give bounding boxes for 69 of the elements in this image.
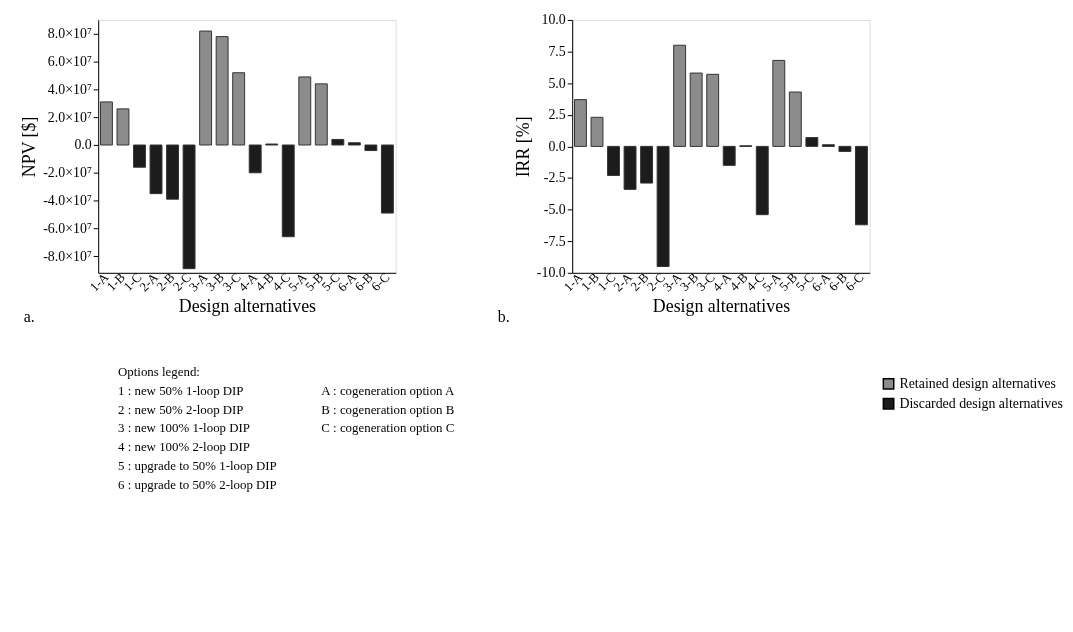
bar xyxy=(755,145,769,216)
y-tick-label: 6.0×10⁷ xyxy=(47,54,92,70)
text: 5 : upgrade to 50% 1-loop DIP xyxy=(118,459,277,474)
y-tick-label: -2.0×10⁷ xyxy=(43,165,92,181)
text: b. xyxy=(497,308,510,326)
bar xyxy=(298,76,312,146)
y-tick-label: -7.5 xyxy=(543,233,566,249)
y-tick-label: 8.0×10⁷ xyxy=(47,26,92,42)
bar xyxy=(380,144,394,214)
y-axis-title: NPV [$] xyxy=(19,116,40,178)
bar xyxy=(99,101,113,146)
x-axis-title: Design alternatives xyxy=(178,296,317,317)
bar xyxy=(805,137,819,147)
text: a. xyxy=(23,308,35,326)
bar xyxy=(314,83,328,146)
y-tick-label: -2.5 xyxy=(543,170,566,186)
y-tick-label: 2.0×10⁷ xyxy=(47,109,92,125)
bar xyxy=(133,144,146,168)
legend-label: Retained design alternatives xyxy=(899,375,1056,391)
bar xyxy=(281,144,295,238)
bar xyxy=(706,73,720,147)
bar xyxy=(590,116,604,147)
y-tick-label: 7.5 xyxy=(548,44,566,60)
bar xyxy=(248,144,262,174)
y-tick-label: -4.0×10⁷ xyxy=(43,193,92,209)
y-tick-label: 0.0 xyxy=(548,138,566,154)
y-tick-label: 5.0 xyxy=(548,75,566,91)
bar xyxy=(574,99,587,147)
bar xyxy=(166,144,179,200)
y-tick-label: -8.0×10⁷ xyxy=(43,248,92,264)
bar xyxy=(640,145,654,184)
bar xyxy=(788,91,802,147)
text: A : cogeneration option A xyxy=(321,383,456,398)
y-tick-label: 2.5 xyxy=(548,107,566,123)
bar xyxy=(116,108,130,146)
text: Options legend: xyxy=(118,364,200,379)
bar xyxy=(656,145,670,268)
text: 1 : new 50% 1-loop DIP xyxy=(118,383,244,398)
legend-label: Discarded design alternatives xyxy=(899,395,1063,411)
y-tick-label: 4.0×10⁷ xyxy=(47,81,92,97)
y-tick-label: -6.0×10⁷ xyxy=(43,220,92,236)
y-tick-label: 10.0 xyxy=(541,12,566,28)
bar xyxy=(199,30,213,146)
bar xyxy=(623,145,637,190)
bar xyxy=(232,72,246,146)
bar xyxy=(689,72,703,147)
x-axis-title: Design alternatives xyxy=(652,296,791,317)
bar xyxy=(673,44,687,147)
text: C : cogeneration option C xyxy=(321,421,455,436)
bar xyxy=(722,145,736,166)
bar xyxy=(854,145,868,226)
text: 3 : new 100% 1-loop DIP xyxy=(118,421,250,436)
bar xyxy=(347,142,361,146)
bar xyxy=(364,144,378,152)
y-axis-title: IRR [%] xyxy=(512,116,533,178)
text: 4 : new 100% 2-loop DIP xyxy=(118,440,250,455)
bar xyxy=(149,144,163,195)
bar xyxy=(607,145,620,176)
y-tick-label: -10.0 xyxy=(536,265,566,281)
bar xyxy=(215,36,229,146)
bar xyxy=(838,145,852,152)
bar xyxy=(182,144,196,270)
text: B : cogeneration option B xyxy=(321,402,455,417)
text: 6 : upgrade to 50% 2-loop DIP xyxy=(118,478,277,493)
bar xyxy=(331,138,345,146)
y-tick-label: -5.0 xyxy=(543,202,566,218)
text: 2 : new 50% 2-loop DIP xyxy=(118,402,244,417)
y-tick-label: 0.0 xyxy=(74,137,92,153)
bar xyxy=(772,59,786,147)
